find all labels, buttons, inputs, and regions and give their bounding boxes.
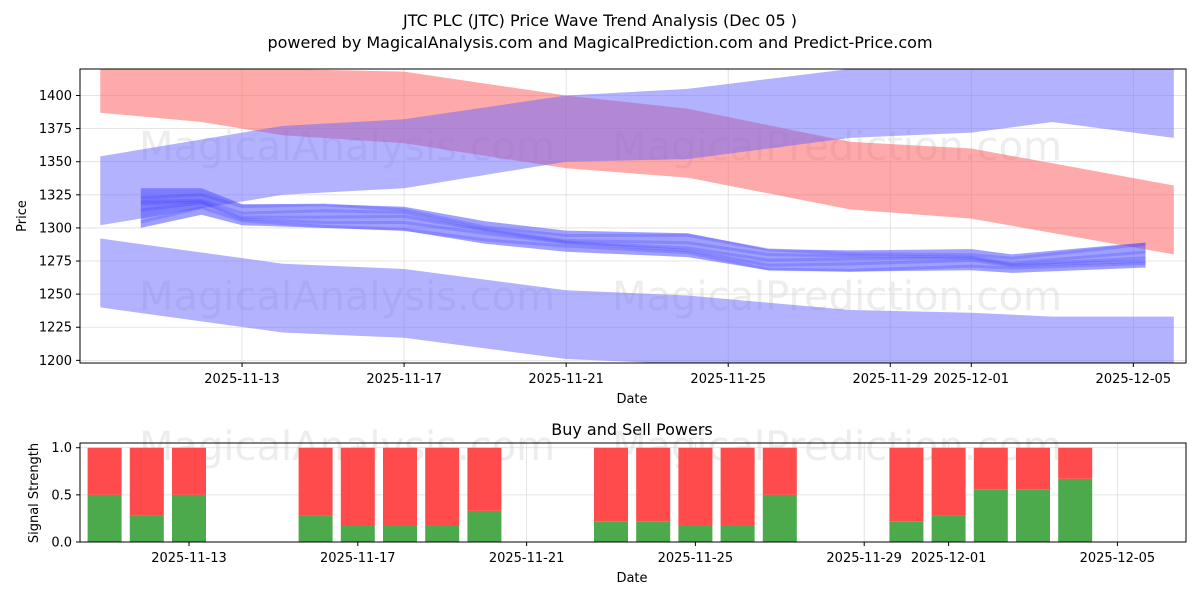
main-y-tick-label: 1325	[39, 188, 72, 203]
band-blue-upper-uptrend	[100, 69, 1174, 226]
sell-bar	[678, 447, 713, 526]
buy-bar	[973, 489, 1008, 542]
price-wave-plot: MagicalAnalysis.comMagicalPrediction.com…	[39, 68, 1187, 387]
buy-bar	[931, 515, 966, 542]
power-x-tick-label: 2025-11-17	[320, 551, 396, 566]
main-x-tick-label: 2025-12-01	[934, 372, 1010, 387]
main-plot-frame	[79, 68, 1187, 364]
power-x-tick-label: 2025-11-29	[826, 551, 902, 566]
main-bands	[100, 69, 1174, 363]
buy-bar	[678, 525, 713, 542]
band-blue-lower-downtrend	[100, 238, 1174, 363]
main-y-tick-label: 1250	[39, 288, 72, 303]
buy-bar	[467, 510, 502, 542]
buy-bar	[129, 515, 164, 542]
sell-bar	[340, 447, 375, 526]
buy-bar	[425, 525, 460, 542]
main-x-tick-label: 2025-11-25	[690, 372, 766, 387]
band-red-downtrend	[100, 69, 1174, 255]
buy-bar	[383, 525, 417, 542]
main-y-tick-label: 1400	[39, 89, 72, 104]
power-x-tick-label: 2025-11-25	[658, 551, 734, 566]
main-x-tick-label: 2025-11-13	[204, 372, 280, 387]
sell-bar	[425, 447, 460, 526]
sell-bar	[383, 447, 417, 526]
power-x-tick-label: 2025-12-05	[1080, 551, 1156, 566]
buy-bar	[172, 494, 206, 542]
buy-bar	[636, 521, 671, 542]
main-y-tick-label: 1375	[39, 122, 72, 137]
power-chart-title: Buy and Sell Powers	[551, 420, 713, 439]
main-axes: 1200 1225 1250 1275 1300 1325 1350 1375 1400 2025…	[39, 89, 1171, 387]
buy-bar	[298, 515, 333, 542]
power-y-tick-label: 1.0	[51, 441, 72, 456]
main-y-tick-label: 1300	[39, 221, 72, 236]
power-y-tick-label: 0.0	[51, 536, 72, 551]
power-y-tick-label: 0.5	[51, 488, 72, 503]
buy-bar	[720, 525, 755, 542]
core-wave-strand	[140, 201, 1146, 268]
buy-bar	[594, 521, 628, 542]
buy-bar	[1058, 478, 1093, 542]
buy-bar	[889, 521, 924, 542]
main-x-tick-label: 2025-11-21	[528, 372, 604, 387]
sell-bar	[1058, 447, 1093, 479]
sell-bar	[931, 447, 966, 516]
sell-bar	[720, 447, 755, 526]
buy-bar	[762, 494, 797, 542]
main-x-tick-label: 2025-12-05	[1096, 372, 1172, 387]
power-bars	[87, 447, 1093, 542]
main-y-axis-label: Price	[15, 200, 30, 232]
main-x-tick-label: 2025-11-29	[852, 372, 928, 387]
sell-bar	[973, 447, 1008, 490]
main-y-tick-label: 1225	[39, 321, 72, 336]
core-wave-strand	[140, 193, 1146, 260]
main-y-tick-label: 1350	[39, 155, 72, 170]
main-x-tick-label: 2025-11-17	[366, 372, 442, 387]
sell-bar	[762, 447, 797, 495]
sell-bar	[172, 447, 206, 495]
core-wave-strand	[140, 198, 1146, 265]
sell-bar	[87, 447, 122, 495]
sell-bar	[467, 447, 502, 511]
band-blue-core-wave	[140, 188, 1146, 273]
main-x-axis-label: Date	[616, 392, 647, 407]
sell-bar	[594, 447, 628, 522]
sell-bar	[1016, 447, 1050, 490]
core-wave-strand	[140, 206, 1146, 272]
sell-bar	[129, 447, 164, 516]
main-chart-subtitle: powered by MagicalAnalysis.com and Magic…	[267, 33, 932, 52]
buy-bar	[1016, 489, 1050, 542]
power-x-axis-label: Date	[616, 571, 647, 586]
buy-sell-power-plot: MagicalAnalysis.com MagicalPrediction.com…	[51, 424, 1187, 566]
sell-bar	[889, 447, 924, 522]
main-y-tick-label: 1275	[39, 255, 72, 270]
main-chart-title: JTC PLC (JTC) Price Wave Trend Analysis …	[402, 11, 797, 30]
buy-bar	[87, 494, 122, 542]
buy-bar	[340, 525, 375, 542]
sell-bar	[636, 447, 671, 522]
power-x-tick-label: 2025-12-01	[911, 551, 987, 566]
power-axes: 0.0 0.5 1.0 2025-11-13 2025-11-17 2025-11-21 2…	[51, 441, 1155, 566]
core-wave-strand	[140, 200, 1146, 267]
power-x-tick-label: 2025-11-13	[151, 551, 227, 566]
power-plot-frame	[79, 442, 1187, 543]
sell-bar	[298, 447, 333, 516]
main-y-tick-label: 1200	[39, 354, 72, 369]
power-y-axis-label: Signal Strength	[27, 443, 42, 543]
power-x-tick-label: 2025-11-21	[489, 551, 565, 566]
